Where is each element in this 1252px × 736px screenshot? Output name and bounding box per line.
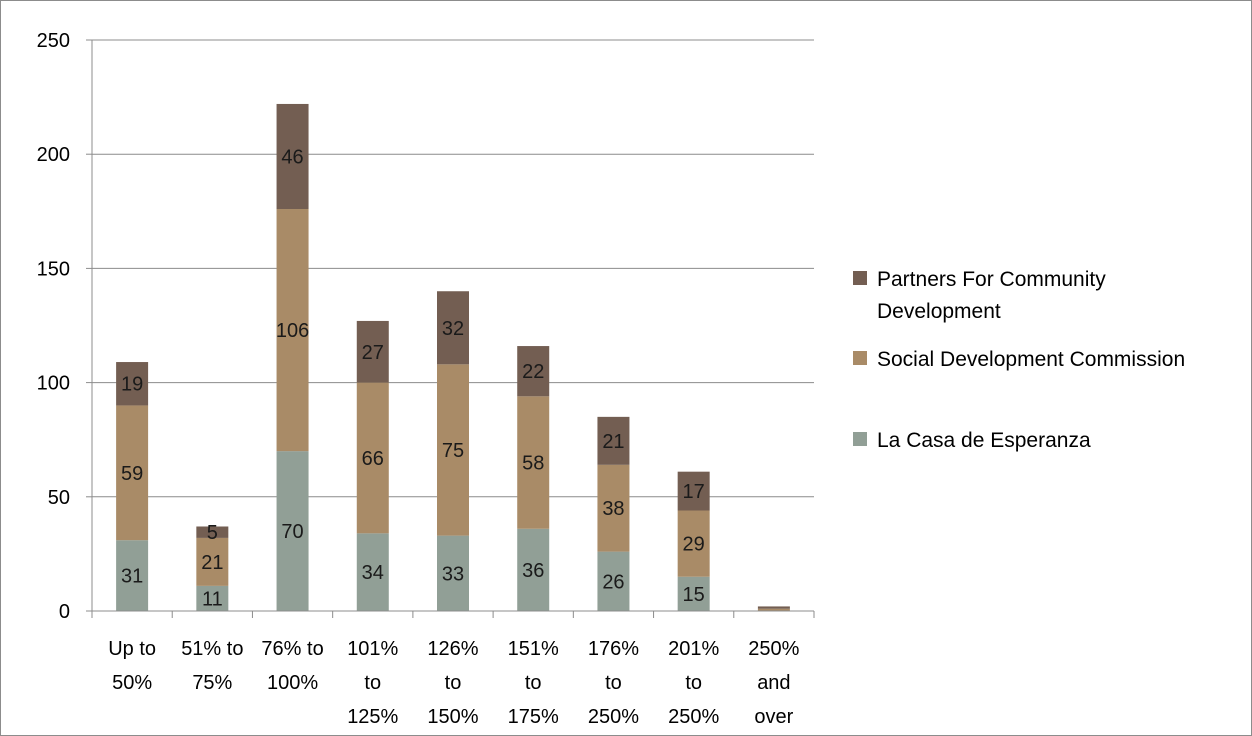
x-tick-label: 176% to 250% [588, 638, 639, 728]
y-tick-label: 0 [59, 601, 70, 623]
bar-segment-social-development-commission [517, 396, 550, 529]
axes: 0 50 100 150 200 250 Up to 50% 51% to 75% 76% to 10… [37, 30, 815, 728]
y-tick-label: 50 [48, 487, 70, 509]
legend-label-partners-for-community-development: Partners For Community Development [877, 268, 1106, 323]
bar-segment-la-casa-de-esperanza [437, 535, 469, 611]
x-tick-label: 151% to 175% [508, 638, 559, 728]
data-label: 36 [522, 560, 544, 582]
data-label: 106 [276, 320, 309, 342]
x-tick-label: 101% to 125% [347, 638, 398, 728]
data-label: 32 [442, 318, 464, 340]
y-tick-label: 250 [37, 30, 70, 52]
bar-segment-social-development-commission [196, 537, 229, 586]
y-tick-label: 100 [37, 373, 70, 395]
bar-segment-social-development-commission [677, 510, 710, 577]
data-label: 21 [201, 552, 223, 574]
bar-segment-la-casa-de-esperanza [356, 533, 389, 611]
bar-segment-social-development-commission [116, 405, 149, 541]
data-label: 38 [602, 498, 624, 520]
bar-segment-partners-for-community-development [116, 362, 149, 406]
data-label: 19 [121, 374, 143, 396]
bar-segment-partners-for-community-development [276, 103, 309, 210]
bar-segment-la-casa-de-esperanza [196, 585, 229, 611]
bar-segment-partners-for-community-development [517, 346, 550, 397]
data-label: 70 [281, 521, 303, 543]
data-label: 26 [602, 571, 624, 593]
bar-segment-la-casa-de-esperanza [517, 528, 550, 611]
data-label: 31 [121, 566, 143, 588]
legend-label-la-casa-de-esperanza: La Casa de Esperanza [877, 429, 1091, 452]
x-tick-label: 76% to 100% [261, 638, 323, 694]
data-label: 21 [602, 431, 624, 453]
bar-segment-la-casa-de-esperanza [677, 576, 710, 611]
legend: Partners For Community Development Social … [853, 268, 1185, 452]
data-label: 75 [442, 440, 464, 462]
data-label: 58 [522, 453, 544, 475]
data-label: 59 [121, 463, 143, 485]
legend-swatch-social-development-commission [853, 351, 867, 365]
bar-segment-la-casa-de-esperanza [276, 451, 309, 611]
bar-segment-social-development-commission [437, 364, 469, 536]
y-tick-label: 200 [37, 144, 70, 166]
x-tick-label: Up to 50% [108, 638, 156, 694]
bar-segment-partners-for-community-development [356, 320, 389, 383]
bar-segment-social-development-commission [276, 209, 309, 452]
bar-segment-partners-for-community-development [677, 471, 710, 511]
y-tick-label: 150 [37, 258, 70, 280]
x-tick-label: 201% to 250% [668, 638, 719, 728]
bar-segment-partners-for-community-development [196, 526, 229, 538]
data-label: 66 [362, 448, 384, 470]
bar-segment-partners-for-community-development [597, 416, 630, 465]
data-label: 34 [362, 562, 384, 584]
legend-swatch-la-casa-de-esperanza [853, 432, 867, 446]
data-label: 22 [522, 361, 544, 383]
data-label: 15 [683, 584, 705, 606]
bar-segment-social-development-commission [597, 464, 630, 552]
x-tick-label: 51% to 75% [181, 638, 243, 694]
bar-segment-la-casa-de-esperanza [116, 540, 149, 611]
x-tick-label: 250% and over [748, 638, 799, 728]
data-label: 29 [683, 534, 705, 556]
data-label: 46 [281, 146, 303, 168]
bar-segment-la-casa-de-esperanza [597, 551, 630, 611]
data-label: 5 [207, 522, 218, 544]
legend-swatch-partners-for-community-development [853, 271, 867, 285]
bar-segment-partners-for-community-development [437, 291, 469, 365]
bar-segment-social-development-commission [356, 382, 389, 534]
data-labels: 31 59 19 11 21 5 70 106 46 34 66 27 33 75 32 36 58 22 26 38… [121, 146, 705, 610]
bar-segment-social-development-commission [757, 608, 790, 611]
data-label: 11 [202, 588, 223, 610]
bar-series [116, 103, 790, 611]
bar-segment-partners-for-community-development [757, 606, 790, 609]
data-label: 33 [442, 563, 464, 585]
data-label: 17 [683, 481, 705, 503]
data-label: 27 [362, 342, 384, 364]
legend-label-social-development-commission: Social Development Commission [877, 348, 1185, 371]
x-tick-label: 126% to 150% [427, 638, 478, 728]
